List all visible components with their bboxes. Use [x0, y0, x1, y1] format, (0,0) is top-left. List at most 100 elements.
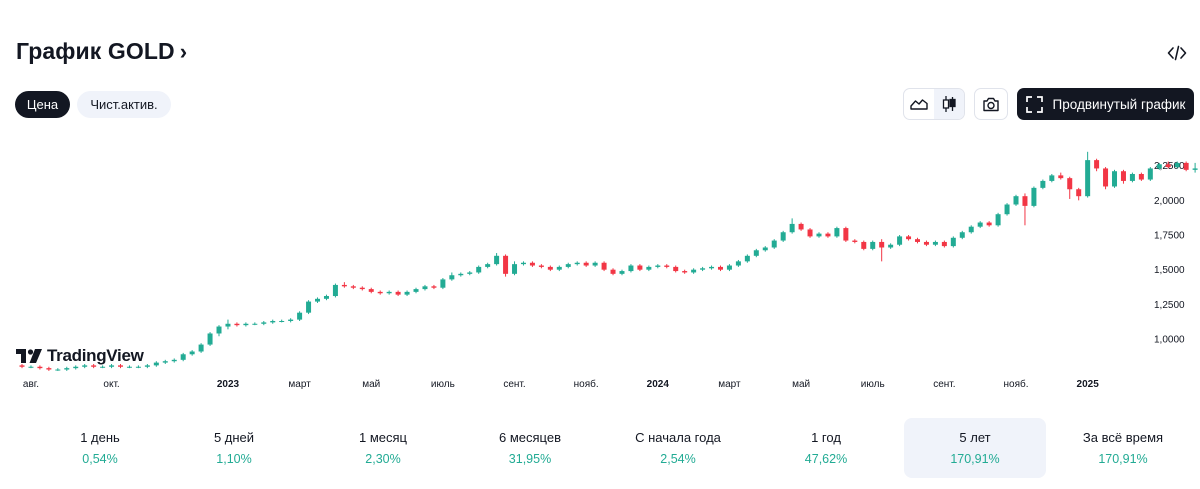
candle — [771, 239, 777, 249]
candle-body — [350, 286, 356, 288]
page-title[interactable]: График GOLD › — [16, 38, 187, 65]
period-change: 0,54% — [82, 452, 118, 466]
candle — [932, 240, 938, 247]
candle-body — [144, 365, 150, 367]
candle-body — [162, 361, 168, 363]
candle — [825, 232, 831, 238]
period-label: 1 месяц — [359, 430, 407, 445]
tradingview-logo[interactable]: TradingView — [16, 346, 144, 366]
camera-icon — [983, 97, 999, 111]
candle — [180, 352, 186, 362]
candle-body — [744, 255, 750, 262]
candle — [153, 361, 159, 367]
candle — [422, 284, 428, 291]
candle — [547, 265, 553, 272]
period-tab-1m[interactable]: 1 месяц 2,30% — [312, 418, 454, 478]
x-tick-label: июль — [861, 379, 885, 390]
candle — [261, 320, 267, 326]
candle-body — [216, 326, 222, 334]
candle-body — [1049, 175, 1055, 181]
candle-body — [968, 226, 974, 233]
period-label: 1 день — [80, 430, 120, 445]
candle-body — [109, 365, 115, 367]
candle-body — [279, 320, 285, 322]
period-change: 31,95% — [508, 452, 552, 466]
candle-body — [82, 365, 88, 367]
candle-body — [494, 255, 500, 265]
candle — [923, 240, 929, 247]
candle-body — [538, 265, 544, 267]
candle — [1031, 186, 1037, 208]
candle-body — [270, 320, 276, 323]
candle-body — [762, 247, 768, 251]
candle — [341, 282, 347, 288]
period-tab-ytd[interactable]: С начала года 2,54% — [607, 418, 749, 478]
screenshot-button[interactable] — [974, 88, 1008, 120]
fullscreen-icon — [1025, 95, 1043, 113]
period-tab-all[interactable]: За всё время 170,91% — [1052, 418, 1194, 478]
candle — [619, 269, 625, 276]
candle — [1094, 158, 1100, 172]
candle-body — [816, 233, 822, 237]
candle-body — [915, 239, 920, 242]
y-tick-label: 1,7500 — [1154, 231, 1185, 242]
tab-price[interactable]: Цена — [15, 91, 70, 118]
candle-body — [126, 366, 132, 368]
candle-body — [100, 366, 106, 368]
candle-body — [1165, 164, 1171, 168]
candle-body — [923, 241, 929, 245]
candle — [735, 259, 741, 267]
candle-body — [556, 266, 562, 270]
period-tab-1d[interactable]: 1 день 0,54% — [29, 418, 171, 478]
candle-body — [422, 286, 428, 290]
candle-body — [1031, 187, 1037, 206]
period-tab-1y[interactable]: 1 год 47,62% — [755, 418, 897, 478]
candle — [682, 269, 688, 274]
period-tab-5d[interactable]: 5 дней 1,10% — [163, 418, 305, 478]
candle-body — [306, 301, 312, 313]
period-tab-6m[interactable]: 6 месяцев 31,95% — [459, 418, 601, 478]
candle-body — [583, 262, 589, 266]
candle-body — [932, 241, 938, 245]
candle — [1174, 161, 1180, 169]
page-title-text: График GOLD — [16, 38, 175, 64]
candle-body — [503, 255, 509, 274]
embed-code-button[interactable] — [1164, 42, 1190, 64]
area-chart-button[interactable] — [904, 89, 934, 119]
x-tick-label: март — [288, 379, 311, 390]
candle — [897, 235, 903, 247]
candle — [270, 319, 276, 324]
x-tick-label: июль — [431, 379, 455, 390]
period-tab-5y[interactable]: 5 лет 170,91% — [904, 418, 1046, 478]
period-label: 1 год — [811, 430, 841, 445]
candle — [1192, 162, 1198, 173]
candle — [386, 290, 392, 295]
candle-body — [807, 229, 813, 237]
candle — [109, 363, 115, 369]
candle-body — [529, 262, 535, 266]
candlestick-chart-button[interactable] — [934, 89, 964, 119]
candle — [977, 221, 983, 229]
candle-body — [601, 262, 607, 270]
candle — [592, 261, 598, 267]
candlestick-icon — [942, 96, 956, 112]
candle — [332, 283, 338, 298]
candle-body — [574, 262, 580, 265]
candle — [700, 266, 706, 272]
candle-body — [1058, 175, 1064, 179]
candle-body — [252, 323, 258, 325]
advanced-chart-button[interactable]: Продвинутый график — [1017, 88, 1194, 120]
candle — [82, 363, 88, 369]
candle — [762, 246, 768, 252]
candle — [458, 272, 464, 277]
tab-net-assets[interactable]: Чист.актив. — [77, 91, 171, 118]
candle — [870, 240, 876, 251]
candle-body — [1103, 168, 1109, 187]
candle-body — [941, 241, 947, 247]
candle — [941, 240, 947, 248]
period-label: 6 месяцев — [499, 430, 561, 445]
candle — [637, 264, 643, 272]
x-tick-label: 2023 — [217, 379, 240, 390]
